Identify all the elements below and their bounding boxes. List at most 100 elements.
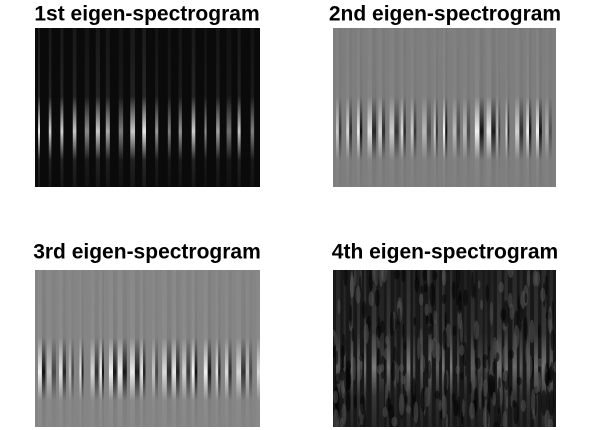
noise — [471, 272, 474, 299]
stripe — [49, 28, 52, 187]
noise — [401, 267, 405, 282]
noise — [549, 389, 554, 415]
noise — [342, 403, 347, 424]
noise — [427, 264, 430, 287]
stripe — [367, 28, 372, 187]
noise — [376, 326, 381, 338]
noise — [453, 400, 458, 416]
stripe — [434, 28, 436, 187]
noise — [354, 395, 357, 409]
noise — [391, 362, 395, 382]
stripe — [463, 28, 467, 187]
stripe — [192, 28, 196, 187]
stripe — [176, 270, 179, 427]
stripe — [506, 28, 508, 187]
noise — [460, 320, 463, 344]
stripe — [515, 28, 519, 187]
stripe — [167, 270, 171, 427]
stripe — [59, 270, 63, 427]
noise — [456, 365, 460, 375]
noise — [442, 294, 446, 304]
noise — [415, 270, 417, 280]
noise — [419, 293, 423, 306]
noise — [474, 387, 478, 412]
noise — [525, 343, 528, 363]
noise — [502, 371, 507, 382]
noise — [372, 265, 375, 282]
noise — [397, 307, 400, 325]
noise — [429, 283, 435, 307]
stripe — [204, 270, 208, 427]
noise — [537, 372, 541, 393]
noise — [478, 280, 480, 289]
noise — [364, 323, 369, 344]
stripe — [257, 270, 261, 427]
stripe — [69, 270, 72, 427]
noise — [433, 271, 438, 280]
noise — [399, 364, 404, 372]
noise — [545, 372, 551, 386]
noise — [524, 317, 528, 341]
stripe — [241, 270, 245, 427]
stripe — [47, 270, 52, 427]
noise — [532, 419, 535, 430]
noise — [434, 391, 439, 400]
noise — [460, 372, 463, 380]
noise — [426, 315, 429, 324]
noise — [486, 359, 488, 373]
stripe — [382, 28, 385, 187]
noise — [401, 375, 406, 384]
noise — [341, 345, 345, 359]
noise — [513, 402, 518, 425]
noise — [374, 262, 378, 286]
noise — [471, 361, 476, 376]
stripe — [182, 270, 186, 427]
noise — [521, 400, 526, 412]
noise — [508, 349, 514, 360]
noise — [439, 400, 442, 411]
stripe — [479, 28, 483, 187]
noise — [548, 306, 553, 334]
noise — [377, 364, 382, 374]
noise — [456, 284, 460, 306]
stripe — [390, 28, 395, 187]
noise — [413, 317, 416, 326]
noise — [332, 336, 335, 358]
image-background — [35, 28, 260, 187]
noise — [429, 339, 434, 352]
stripe — [491, 28, 495, 187]
stripe — [38, 28, 40, 187]
stripe — [422, 28, 427, 187]
noise — [402, 323, 404, 339]
stripe — [218, 270, 220, 427]
noise — [388, 391, 391, 419]
stripe — [142, 28, 146, 187]
noise — [469, 381, 471, 395]
spectrogram-image — [35, 28, 260, 187]
spectrogram-image — [35, 270, 264, 427]
stripe — [119, 28, 123, 187]
noise — [492, 392, 496, 407]
noise — [382, 407, 387, 418]
stripe — [246, 270, 249, 427]
noise — [551, 330, 555, 351]
noise — [346, 392, 351, 412]
stripe — [102, 270, 104, 427]
stripe — [100, 270, 102, 427]
stripe — [38, 270, 42, 427]
stripe — [467, 28, 470, 187]
stripe — [339, 28, 342, 187]
stripe — [236, 270, 241, 427]
noise — [510, 386, 512, 396]
noise — [442, 269, 446, 286]
stripe — [378, 28, 382, 187]
noise — [498, 377, 501, 389]
noise — [497, 388, 501, 414]
noise — [535, 271, 540, 286]
stripe — [96, 28, 100, 187]
stripe — [179, 28, 182, 187]
stripe — [95, 270, 99, 427]
stripe — [42, 270, 46, 427]
noise — [459, 344, 464, 356]
noise — [506, 395, 508, 409]
